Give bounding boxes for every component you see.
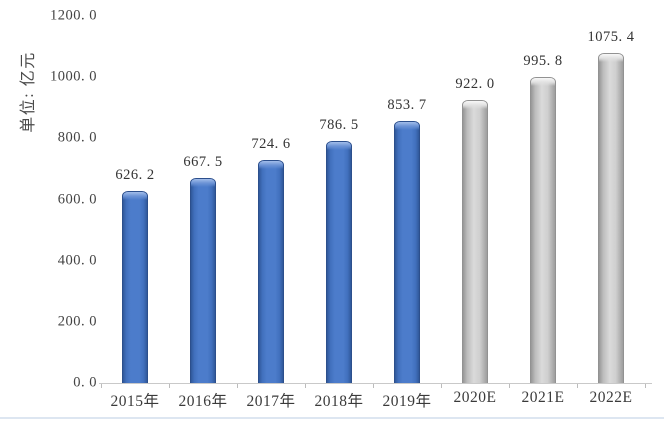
bar-value-label: 995. 8 bbox=[523, 53, 563, 70]
bar-group: 724. 6 bbox=[237, 0, 305, 383]
x-axis-label: 2017年 bbox=[246, 393, 296, 410]
bar-2015 bbox=[122, 190, 148, 383]
bar-value-label: 667. 5 bbox=[183, 153, 223, 170]
bar-2020E bbox=[462, 100, 488, 383]
x-axis-tick-mark bbox=[237, 384, 238, 388]
x-axis-label: 2019年 bbox=[382, 393, 432, 410]
bar-2017 bbox=[258, 160, 284, 383]
bar-value-label: 786. 5 bbox=[319, 117, 359, 134]
bar-group: 667. 5 bbox=[169, 0, 237, 383]
bar-2016 bbox=[190, 177, 216, 383]
y-tick-label: 600. 0 bbox=[57, 191, 97, 207]
bar-2018 bbox=[326, 141, 352, 383]
bar-group: 853. 7 bbox=[373, 0, 441, 383]
bar-group: 995. 8 bbox=[509, 0, 577, 383]
x-axis-line bbox=[99, 383, 652, 384]
x-axis-label: 2022E bbox=[589, 389, 633, 406]
x-axis-label: 2016年 bbox=[178, 393, 228, 410]
bar-2022E bbox=[598, 53, 624, 383]
x-axis-tick-mark bbox=[305, 384, 306, 388]
bar-value-label: 724. 6 bbox=[251, 136, 291, 153]
bar-value-label: 922. 0 bbox=[455, 76, 495, 93]
x-axis-label: 2018年 bbox=[314, 393, 364, 410]
bar-2021E bbox=[530, 77, 556, 383]
bar-2019 bbox=[394, 120, 420, 383]
y-tick-label: 1200. 0 bbox=[50, 7, 97, 24]
x-axis-tick-mark bbox=[169, 384, 170, 388]
bar-group: 1075. 4 bbox=[577, 0, 645, 383]
x-axis-tick-mark bbox=[577, 384, 578, 388]
bar-group: 922. 0 bbox=[441, 0, 509, 383]
y-tick-label: 400. 0 bbox=[57, 252, 97, 269]
bar-value-label: 853. 7 bbox=[387, 96, 427, 113]
y-tick-label: 800. 0 bbox=[57, 129, 97, 146]
x-axis-tick-mark bbox=[441, 384, 442, 388]
bar-group: 786. 5 bbox=[305, 0, 373, 383]
x-axis-tick-mark bbox=[101, 384, 102, 388]
bar-value-label: 626. 2 bbox=[115, 166, 155, 183]
x-axis-label: 2020E bbox=[453, 389, 497, 406]
x-axis-tick-mark bbox=[509, 384, 510, 388]
y-tick-label: 0. 0 bbox=[73, 374, 97, 391]
y-axis-title: 单位: 亿元 bbox=[20, 51, 37, 133]
y-tick-label: 1000. 0 bbox=[50, 68, 97, 85]
y-tick-label: 200. 0 bbox=[57, 313, 97, 330]
x-axis-tick-mark bbox=[373, 384, 374, 388]
bar-value-label: 1075. 4 bbox=[587, 29, 635, 46]
bar-group: 626. 2 bbox=[101, 0, 169, 383]
x-axis-label: 2015年 bbox=[110, 393, 160, 410]
x-axis-tick-mark bbox=[645, 384, 646, 388]
x-axis-label: 2021E bbox=[521, 389, 565, 406]
bottom-rule bbox=[0, 417, 664, 419]
